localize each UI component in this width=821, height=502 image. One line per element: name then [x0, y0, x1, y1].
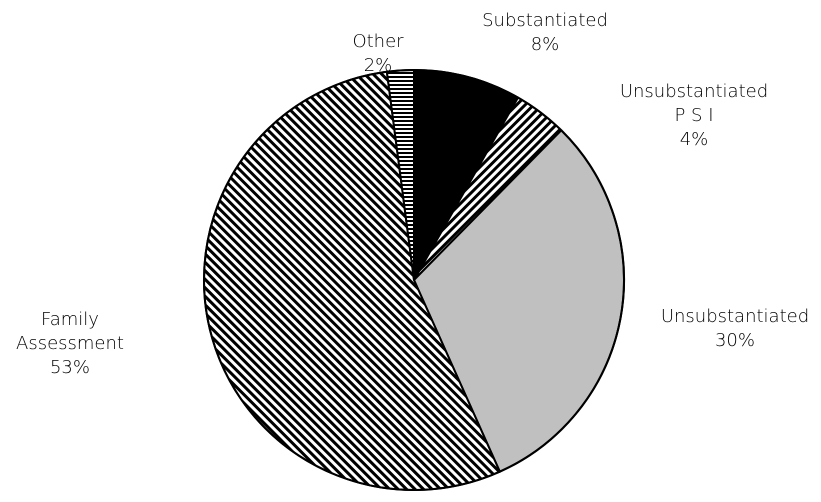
slice-label-other: Other 2% — [352, 31, 404, 76]
slice-label-unsubstantiated: Unsubstantiated 30% — [661, 306, 809, 351]
slice-label-family-assessment: Family Assessment 53% — [16, 309, 124, 378]
slice-labels: Substantiated 8% Unsubstantiated P S I 4% Uns… — [16, 10, 809, 378]
slice-label-substantiated: Substantiated 8% — [482, 10, 608, 55]
pie-outline — [203, 69, 625, 491]
slice-label-unsubstantiated-p-s-i: Unsubstantiated P S I 4% — [620, 81, 768, 150]
pie-slices — [203, 69, 625, 491]
